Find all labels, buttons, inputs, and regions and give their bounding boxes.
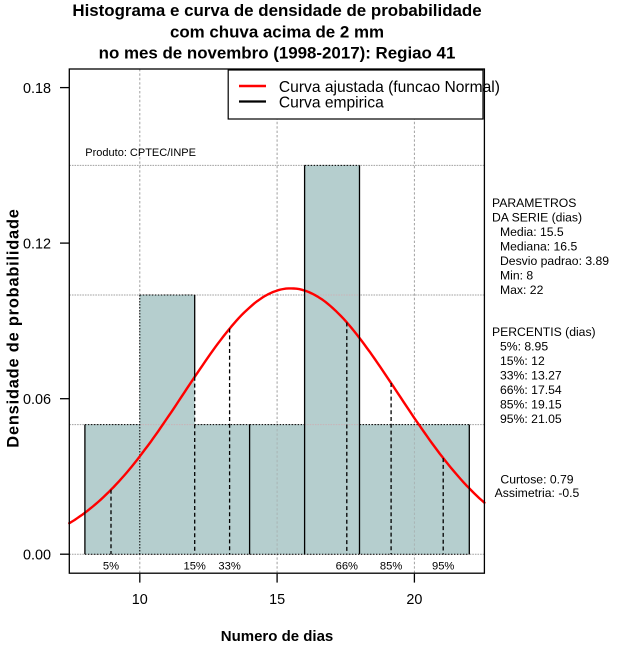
svg-text:85%: 19.15: 85%: 19.15 bbox=[500, 397, 562, 411]
svg-text:Mediana: 16.5: Mediana: 16.5 bbox=[500, 240, 577, 254]
svg-text:15: 15 bbox=[269, 592, 285, 608]
svg-text:DA SERIE (dias): DA SERIE (dias) bbox=[492, 210, 582, 224]
svg-text:33%: 33% bbox=[218, 560, 240, 572]
svg-text:0.18: 0.18 bbox=[23, 81, 51, 97]
svg-text:66%: 17.54: 66%: 17.54 bbox=[500, 383, 562, 397]
svg-text:15%: 15% bbox=[183, 560, 205, 572]
svg-text:0.06: 0.06 bbox=[23, 392, 51, 408]
svg-text:no mes de novembro (1998-2017): no mes de novembro (1998-2017): Regiao 4… bbox=[99, 44, 456, 63]
svg-text:Desvio padrao: 3.89: Desvio padrao: 3.89 bbox=[500, 254, 609, 268]
svg-text:Curtose: 0.79: Curtose: 0.79 bbox=[500, 472, 573, 486]
svg-text:Histograma e curva de densidad: Histograma e curva de densidade de proba… bbox=[72, 1, 481, 20]
svg-text:33%: 13.27: 33%: 13.27 bbox=[500, 369, 562, 383]
svg-text:5%: 8.95: 5%: 8.95 bbox=[500, 339, 548, 353]
svg-text:95%: 21.05: 95%: 21.05 bbox=[500, 412, 562, 426]
svg-text:Assimetria: -0.5: Assimetria: -0.5 bbox=[495, 486, 580, 500]
svg-text:5%: 5% bbox=[103, 560, 119, 572]
svg-text:85%: 85% bbox=[380, 560, 402, 572]
svg-text:0.00: 0.00 bbox=[23, 547, 51, 563]
svg-text:PERCENTIS (dias): PERCENTIS (dias) bbox=[492, 325, 596, 339]
svg-text:20: 20 bbox=[406, 592, 422, 608]
svg-text:Numero de dias: Numero de dias bbox=[221, 628, 334, 645]
svg-text:com chuva acima de 2 mm: com chuva acima de 2 mm bbox=[170, 23, 384, 42]
svg-text:Densidade de probabilidade: Densidade de probabilidade bbox=[5, 208, 23, 447]
svg-text:Curva ajustada (funcao Normal): Curva ajustada (funcao Normal) bbox=[279, 79, 500, 96]
svg-text:95%: 95% bbox=[432, 560, 454, 572]
svg-text:Max: 22: Max: 22 bbox=[500, 283, 544, 297]
svg-text:Media: 15.5: Media: 15.5 bbox=[500, 225, 564, 239]
svg-text:15%: 12: 15%: 12 bbox=[500, 354, 545, 368]
svg-text:Produto: CPTEC/INPE: Produto: CPTEC/INPE bbox=[85, 147, 196, 159]
svg-text:Curva empirica: Curva empirica bbox=[279, 95, 384, 112]
svg-text:10: 10 bbox=[132, 592, 148, 608]
svg-text:Min: 8: Min: 8 bbox=[500, 269, 533, 283]
svg-text:0.12: 0.12 bbox=[23, 236, 51, 252]
svg-text:PARAMETROS: PARAMETROS bbox=[492, 196, 576, 210]
svg-text:66%: 66% bbox=[336, 560, 358, 572]
